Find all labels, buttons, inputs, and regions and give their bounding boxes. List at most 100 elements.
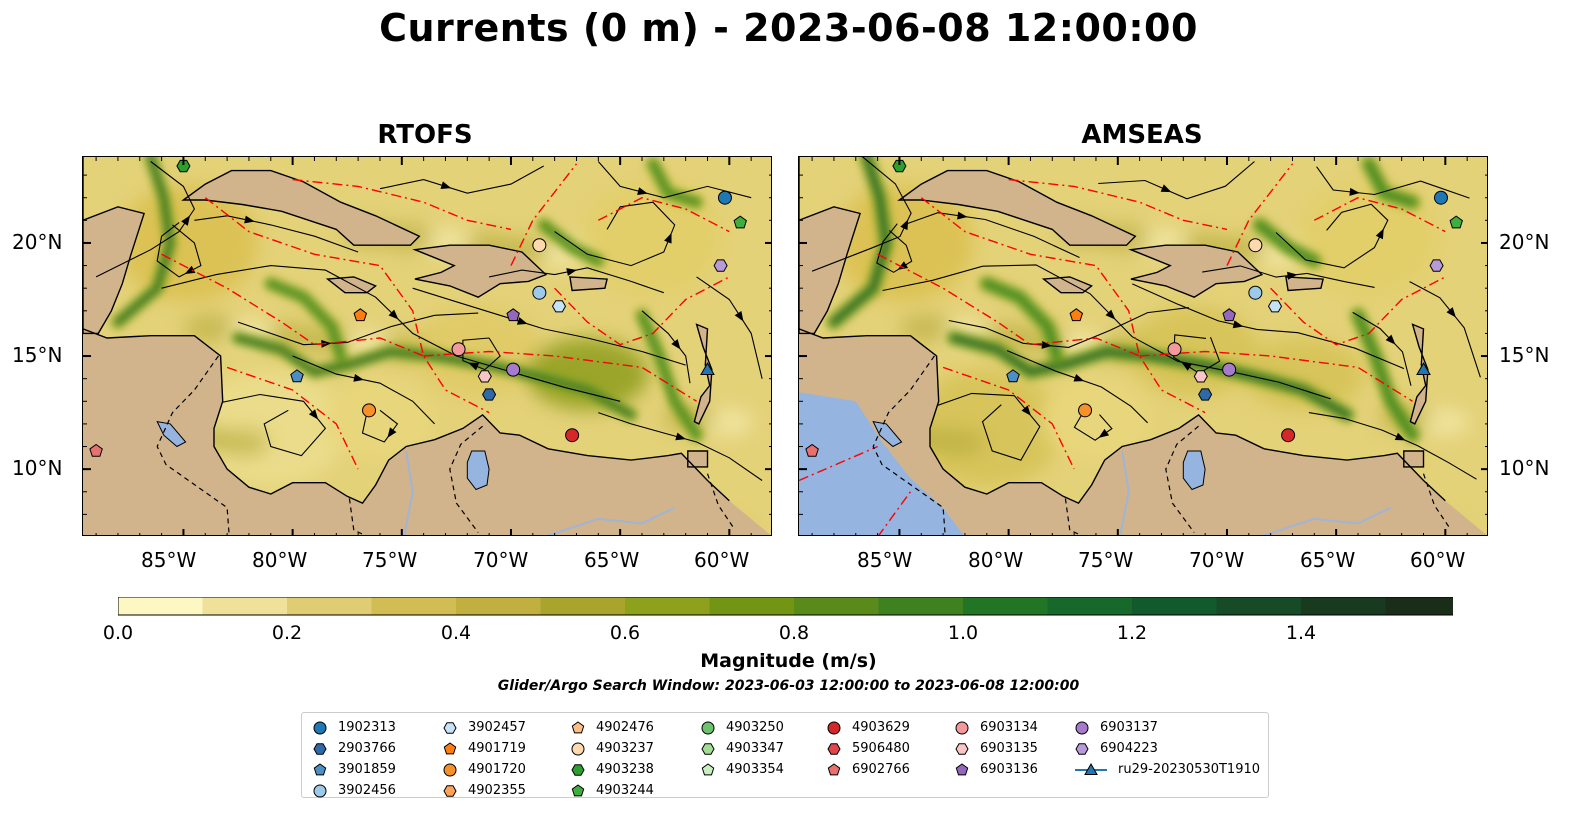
legend-label: 3902456 xyxy=(338,783,396,798)
streamline-arrow xyxy=(1232,320,1244,329)
lesser-antilles-landmass xyxy=(1409,323,1429,425)
platform-marker xyxy=(176,159,191,173)
legend-label: 4901720 xyxy=(468,762,526,777)
colorbar-ticks: 0.0 0.2 0.4 0.6 0.8 1.0 1.2 1.4 xyxy=(0,622,1577,646)
hispaniola-landmass xyxy=(1128,244,1264,298)
lon-label-65w-right: 65°W xyxy=(1300,548,1356,572)
legend-item: 6903137 xyxy=(1074,717,1260,738)
lon-label-85w-left: 85°W xyxy=(141,548,197,572)
streamline-arrow xyxy=(1394,432,1406,441)
legend-label: 1902313 xyxy=(338,720,396,735)
eez-boundary xyxy=(161,253,424,357)
legend-item: 2903766 xyxy=(312,738,396,759)
streamline-arrow xyxy=(734,310,744,322)
legend-marker-icon xyxy=(827,721,841,734)
platform-marker xyxy=(89,443,103,457)
streamline-arrow xyxy=(1446,307,1456,318)
legend-label: 4902476 xyxy=(596,720,654,735)
platform-marker xyxy=(733,215,747,229)
legend-item: 3902457 xyxy=(442,717,526,738)
legend-column: 1902313 2903766 3901859 3902456 xyxy=(312,717,396,801)
platform-marker xyxy=(1449,215,1463,229)
legend-marker-icon xyxy=(955,742,969,755)
legend-marker-icon xyxy=(571,783,585,796)
legend-circle-marker xyxy=(443,763,457,776)
eez-boundary xyxy=(597,196,730,233)
platform-marker xyxy=(1198,388,1213,401)
legend-pentagon-marker xyxy=(443,741,457,754)
legend-marker-icon xyxy=(701,721,715,734)
legend-hexagon-marker xyxy=(827,742,841,755)
legend-item: 4903244 xyxy=(570,780,654,801)
platform-marker xyxy=(892,159,907,173)
eez-boundary xyxy=(204,197,490,414)
eez-boundary xyxy=(554,276,730,346)
legend-label: 3902457 xyxy=(468,720,526,735)
legend-item: 4903354 xyxy=(700,759,784,780)
legend-column: 4902476 4903237 4903238 4903244 xyxy=(570,717,654,801)
lon-label-70w-left: 70°W xyxy=(473,548,529,572)
legend-item: 4903347 xyxy=(700,738,784,759)
platform-marker xyxy=(482,388,497,401)
legend-item: 3902456 xyxy=(312,780,396,801)
platform-marker xyxy=(353,308,368,322)
legend-item: 6903134 xyxy=(954,717,1038,738)
mainland-coastline xyxy=(799,328,1446,504)
streamline xyxy=(906,212,1080,258)
legend-marker-icon xyxy=(313,742,327,755)
legend-label: 4903629 xyxy=(852,720,910,735)
colorbar-tick: 0.2 xyxy=(271,622,303,644)
river xyxy=(546,506,676,535)
legend-label: 6903136 xyxy=(980,762,1038,777)
platform-marker xyxy=(1222,362,1237,377)
legend-circle-marker xyxy=(313,784,327,797)
colorbar-segment xyxy=(1132,597,1217,615)
legend-item: 6903135 xyxy=(954,738,1038,759)
platform-marker xyxy=(1069,308,1084,322)
platform-marker xyxy=(717,190,732,205)
river xyxy=(1119,450,1130,535)
legend-pentagon-marker xyxy=(827,762,841,775)
legend-label: 6902766 xyxy=(852,762,910,777)
streamline-arrow xyxy=(671,339,681,350)
legend-hexagon-marker xyxy=(313,742,327,755)
eez-boundary xyxy=(920,197,1206,414)
streamline-arrow xyxy=(308,409,319,420)
eez-boundary xyxy=(292,178,512,231)
streamline xyxy=(194,215,359,253)
colorbar-segment xyxy=(963,597,1048,615)
lat-label-20n-right: 20°N xyxy=(1499,230,1550,254)
streamline xyxy=(292,355,435,425)
legend-marker-icon xyxy=(313,762,327,775)
legend-column: 4903629 5906480 6902766 xyxy=(826,717,910,780)
streamline xyxy=(876,223,913,273)
streamline-arrow xyxy=(897,261,909,270)
legend-circle-marker xyxy=(1075,721,1089,734)
legend-label: 4901719 xyxy=(468,741,526,756)
country-border xyxy=(1422,473,1451,529)
panel-title-amseas: AMSEAS xyxy=(1081,120,1203,150)
lat-label-10n-right: 10°N xyxy=(1499,456,1550,480)
legend-label: 6903137 xyxy=(1100,720,1158,735)
streamline-arrow xyxy=(1041,340,1052,349)
streamline-arrow xyxy=(440,181,452,190)
platform-marker xyxy=(565,428,580,443)
legend-circle-marker xyxy=(571,742,585,755)
lon-label-75w-left: 75°W xyxy=(362,548,418,572)
lat-label-10n-left: 10°N xyxy=(12,456,63,480)
legend-marker-icon xyxy=(701,742,715,755)
legend-marker-icon xyxy=(313,721,327,734)
legend-marker-icon xyxy=(443,784,457,797)
eez-boundary xyxy=(1139,350,1413,402)
yucatan-landmass xyxy=(83,157,145,335)
lat-label-20n-left: 20°N xyxy=(12,230,63,254)
axis-ticks xyxy=(83,157,771,535)
platform-marker xyxy=(477,370,492,383)
colorbar-tick: 0.6 xyxy=(609,622,641,644)
colorbar-segment xyxy=(1216,597,1302,615)
puerto-rico-landmass xyxy=(569,276,608,292)
legend-item: 1902313 xyxy=(312,717,396,738)
legend-item: 4902355 xyxy=(442,780,526,801)
trinidad-landmass xyxy=(687,450,709,468)
country-border xyxy=(1064,498,1082,535)
